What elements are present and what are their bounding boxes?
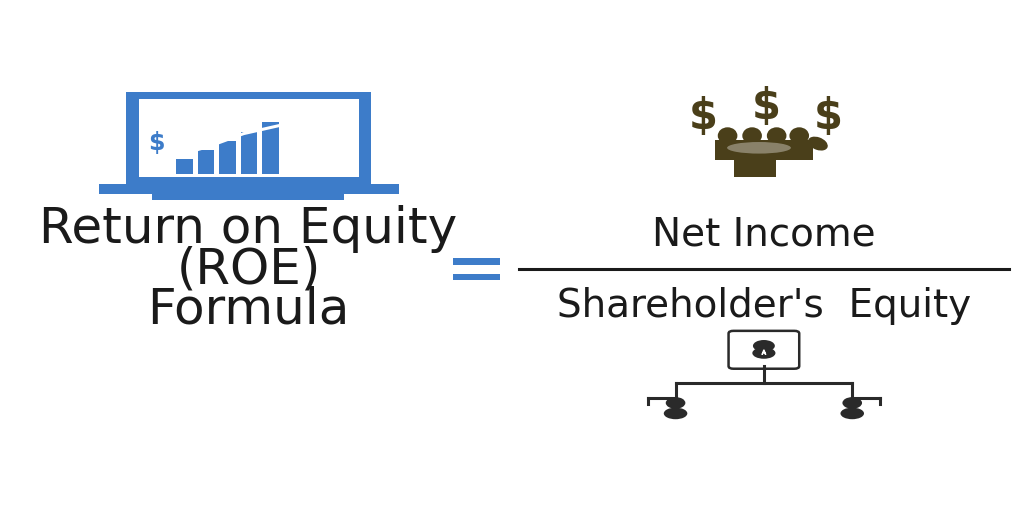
Ellipse shape (753, 340, 775, 352)
Bar (126, 92, 372, 184)
Bar (219, 141, 236, 174)
Text: (ROE): (ROE) (176, 245, 321, 294)
Ellipse shape (742, 127, 762, 144)
Ellipse shape (727, 142, 791, 154)
Polygon shape (762, 350, 766, 355)
FancyBboxPatch shape (728, 331, 799, 369)
Bar (99, 184, 398, 194)
Bar (138, 99, 358, 177)
Text: Formula: Formula (147, 285, 350, 333)
Bar (198, 150, 214, 174)
Text: $: $ (688, 96, 718, 138)
Bar (453, 258, 500, 265)
Bar (262, 122, 279, 174)
Ellipse shape (664, 408, 687, 419)
Ellipse shape (767, 127, 786, 144)
Bar (453, 274, 500, 280)
Bar (241, 132, 257, 174)
Bar (734, 158, 775, 177)
Text: $: $ (148, 131, 165, 155)
Ellipse shape (753, 347, 775, 359)
Ellipse shape (666, 397, 685, 409)
Ellipse shape (843, 397, 862, 409)
Text: $: $ (814, 96, 843, 138)
Text: Net Income: Net Income (652, 215, 876, 253)
Text: Shareholder's  Equity: Shareholder's Equity (557, 287, 971, 325)
Ellipse shape (808, 137, 827, 150)
Ellipse shape (790, 127, 809, 144)
Bar (153, 194, 344, 200)
Text: $: $ (752, 86, 780, 128)
Bar (715, 140, 813, 160)
Text: Return on Equity: Return on Equity (40, 205, 458, 253)
Bar (176, 159, 193, 174)
Ellipse shape (841, 408, 864, 419)
Ellipse shape (718, 127, 737, 144)
